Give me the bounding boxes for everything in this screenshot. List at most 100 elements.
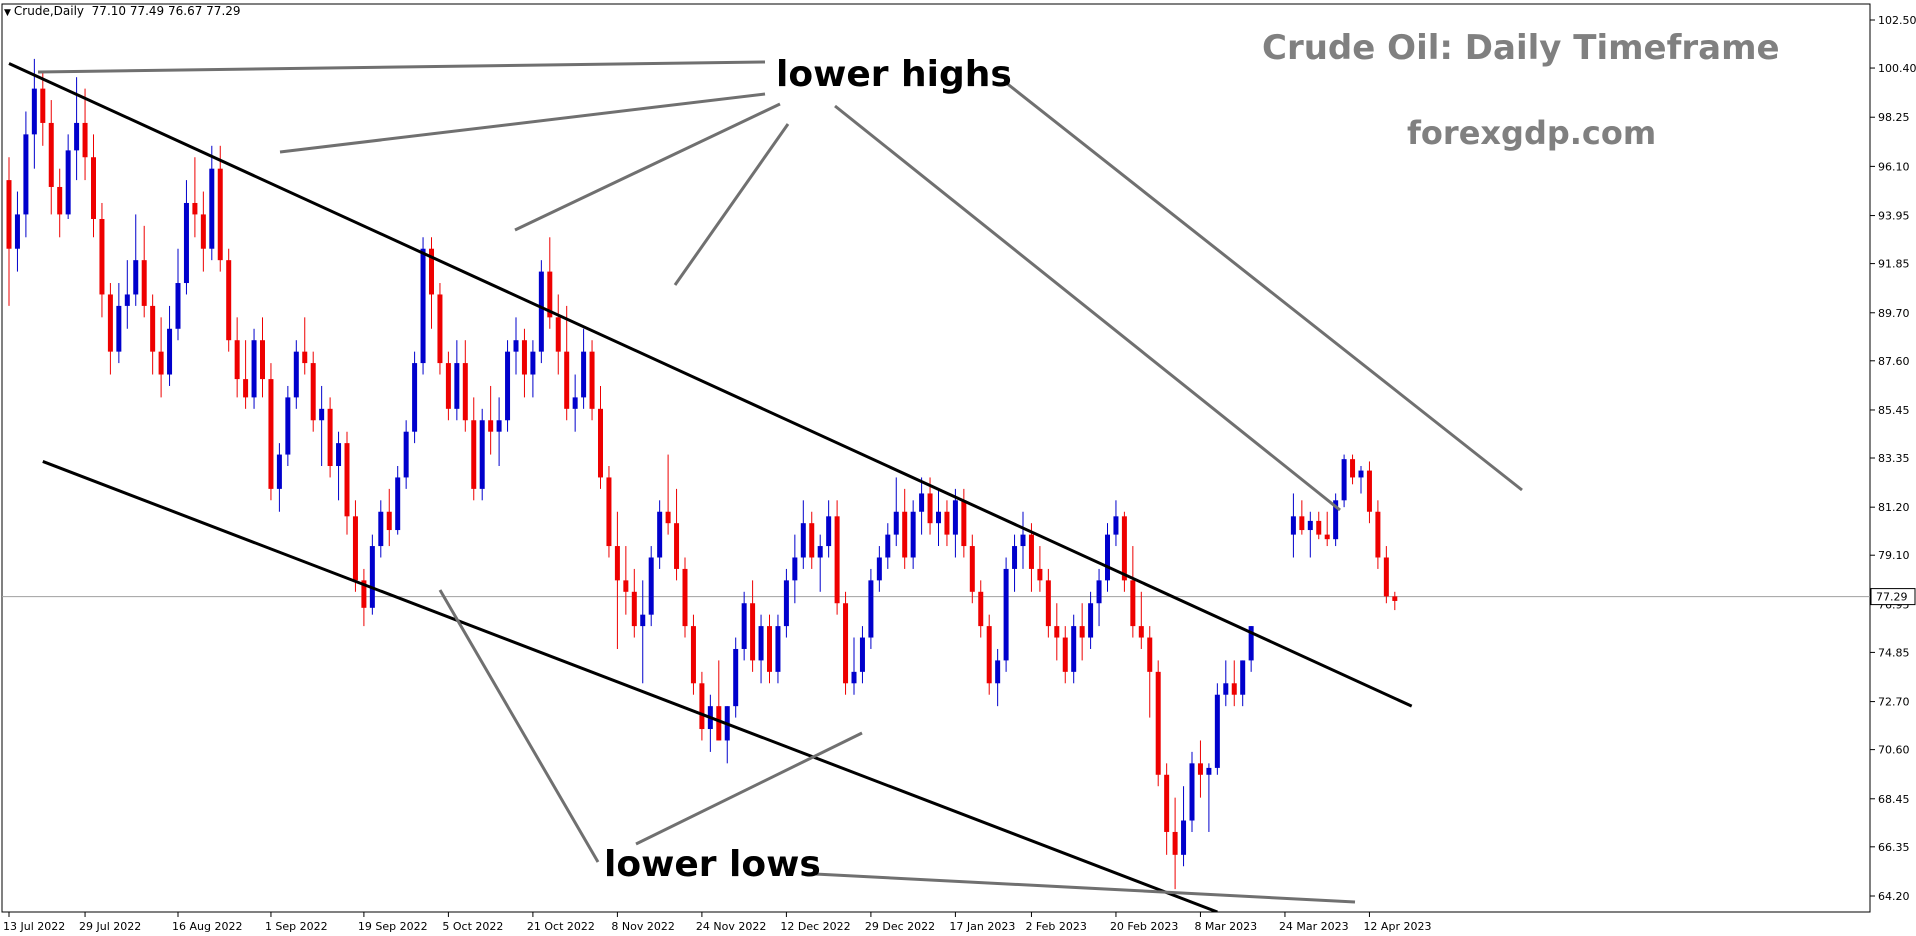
candle-body [1003,568,1009,661]
candle-body [1206,767,1212,775]
candle-body [1341,459,1347,501]
candle-body [445,363,451,409]
candle-body [276,454,282,489]
candle-body [538,271,544,352]
candle-body [268,379,274,489]
x-tick-label: 29 Jul 2022 [79,920,141,933]
candle-body [657,511,663,558]
candle-body [40,88,46,123]
y-tick-label: 98.25 [1878,111,1910,124]
candle-body [429,248,434,295]
candle-body [336,443,342,467]
candle-body [1248,626,1254,661]
candle-body [479,420,485,489]
candle-body [420,248,426,364]
candle-body [699,683,705,730]
candle-body [14,214,20,249]
candle-body [150,305,156,352]
site-watermark: forexgdp.com [1407,114,1657,152]
candle-body [124,294,130,306]
candle-body [1138,626,1144,638]
candle-body [826,516,832,547]
x-tick-label: 16 Aug 2022 [172,920,242,933]
candle-body [1392,596,1398,601]
x-tick-label: 12 Apr 2023 [1363,920,1431,933]
candle-body [285,397,291,455]
candle-body [800,523,806,558]
candle-body [648,557,654,615]
candle-body [1240,660,1246,695]
candle-body [133,260,139,295]
candle-body [183,202,189,284]
candle-body [1037,568,1043,581]
x-tick-label: 1 Sep 2022 [265,920,328,933]
candle-body [251,340,257,398]
x-tick-label: 19 Sep 2022 [358,920,428,933]
ohlc-values: 77.10 77.49 76.67 77.29 [91,4,241,18]
candle-body [809,523,815,558]
y-tick-label: 79.10 [1878,549,1910,562]
candle-body [378,511,384,547]
current-price-label: 77.29 [1876,591,1908,604]
candle-body [386,511,392,531]
candle-body [936,511,941,524]
y-tick-label: 68.45 [1878,793,1910,806]
candle-body [505,351,511,421]
candle-body [1130,580,1136,627]
candle-body [200,214,206,249]
candle-body [192,202,198,215]
candle-body [851,671,857,684]
candle-body [750,603,756,661]
candle-body [1383,557,1389,597]
y-tick-label: 96.10 [1878,160,1910,173]
candle-body [412,363,418,432]
candle-body [775,626,781,672]
chart-title: Crude Oil: Daily Timeframe [1262,28,1780,68]
candle-body [1366,470,1372,512]
candle-body [1181,820,1187,855]
x-tick-label: 13 Jul 2022 [3,920,65,933]
candle-body [1113,516,1119,535]
x-tick-label: 29 Dec 2022 [865,920,935,933]
candle-body [243,379,249,398]
candle-body [834,516,840,604]
candle-body [843,603,849,684]
candle-body [462,363,468,421]
candle-body [631,591,637,627]
annotation-pointer-line [37,60,766,74]
candle-body [1375,511,1381,558]
candle-body [1307,520,1313,531]
y-tick-label: 72.70 [1878,696,1910,709]
candle-body [260,340,265,380]
candle-body [614,546,620,581]
candle-body [167,328,173,375]
candle-body [74,122,80,151]
candle-body [1350,459,1356,478]
candle-body [969,546,975,592]
y-tick-label: 87.60 [1878,355,1910,368]
candle-body [674,523,680,569]
candle-body [564,351,570,409]
candle-body [116,305,122,352]
candle-body [572,397,578,409]
candle-body [403,431,409,478]
candle-body [361,580,367,608]
candle-body [995,660,1001,684]
candle-body [310,363,316,421]
candle-body [57,186,63,215]
candle-body [1121,516,1127,581]
current-price-box [1870,588,1916,606]
y-tick-label: 64.20 [1878,890,1910,903]
dropdown-arrow-icon[interactable]: ▼ [4,8,11,18]
candle-body [530,351,536,375]
candle-body [1079,626,1085,638]
x-tick-label: 17 Jan 2023 [949,920,1015,933]
y-tick-label: 102.50 [1878,14,1916,27]
annotation-pointer-line [635,731,863,846]
candle-body [1054,626,1060,638]
candle-body [817,546,823,558]
candle-body [1231,683,1237,695]
x-tick-label: 21 Oct 2022 [527,920,595,933]
